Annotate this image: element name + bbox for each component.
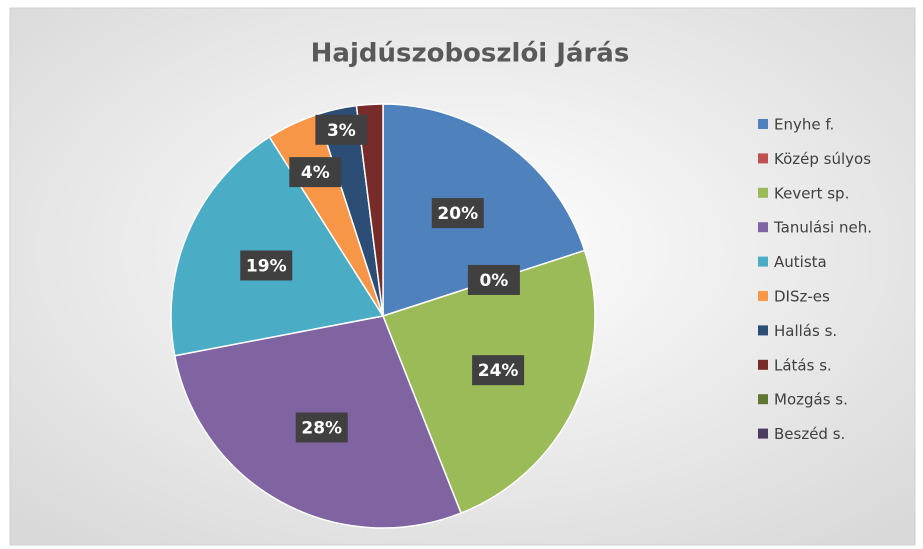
legend-label: Közép súlyos — [774, 150, 871, 168]
data-label: 4% — [289, 157, 342, 188]
data-label-text: 0% — [479, 271, 508, 291]
pie-slice — [170, 135, 385, 357]
data-label-box — [467, 264, 520, 295]
pie-slice — [355, 103, 384, 317]
data-label: 19% — [240, 250, 293, 281]
chart-title: Hajdúszoboszlói Járás — [311, 39, 630, 69]
legend-swatch — [758, 222, 768, 233]
data-label: 28% — [295, 412, 348, 443]
legend-label: Hallás s. — [774, 322, 837, 340]
data-label-text: 19% — [246, 256, 287, 276]
data-label: 3% — [315, 114, 368, 145]
legend-swatch — [758, 428, 768, 439]
legend-swatch — [758, 325, 768, 336]
data-label-text: 20% — [437, 204, 478, 224]
data-label-box — [472, 355, 525, 386]
data-label-text: 28% — [301, 418, 342, 438]
legend-swatch — [758, 394, 768, 405]
data-label: 24% — [472, 355, 525, 386]
data-label-text: 3% — [327, 121, 356, 141]
legend-swatch — [758, 256, 768, 267]
legend-swatch — [758, 153, 768, 164]
legend-swatch — [758, 359, 768, 370]
legend-swatch — [758, 119, 768, 129]
data-label-text: 24% — [478, 361, 519, 381]
legend-label: Autista — [774, 253, 827, 271]
pie-slice — [382, 103, 586, 318]
legend-label: Látás s. — [774, 356, 832, 374]
legend-label: Tanulási neh. — [773, 219, 872, 237]
legend-label: Beszéd s. — [774, 425, 845, 443]
legend-swatch — [758, 291, 768, 301]
data-label-text: 4% — [301, 163, 330, 183]
legend-label: Mozgás s. — [774, 391, 848, 409]
legend-label: DISz-es — [774, 288, 830, 306]
data-label: 0% — [467, 264, 520, 295]
data-label-box — [240, 250, 293, 281]
data-label: 20% — [431, 198, 484, 229]
legend-swatch — [758, 187, 768, 198]
legend-label: Enyhe f. — [774, 116, 834, 134]
data-label-box — [295, 412, 348, 443]
data-label-box — [315, 114, 368, 145]
legend-label: Kevert sp. — [774, 184, 849, 202]
data-label-box — [289, 157, 342, 188]
data-label-box — [431, 198, 484, 229]
